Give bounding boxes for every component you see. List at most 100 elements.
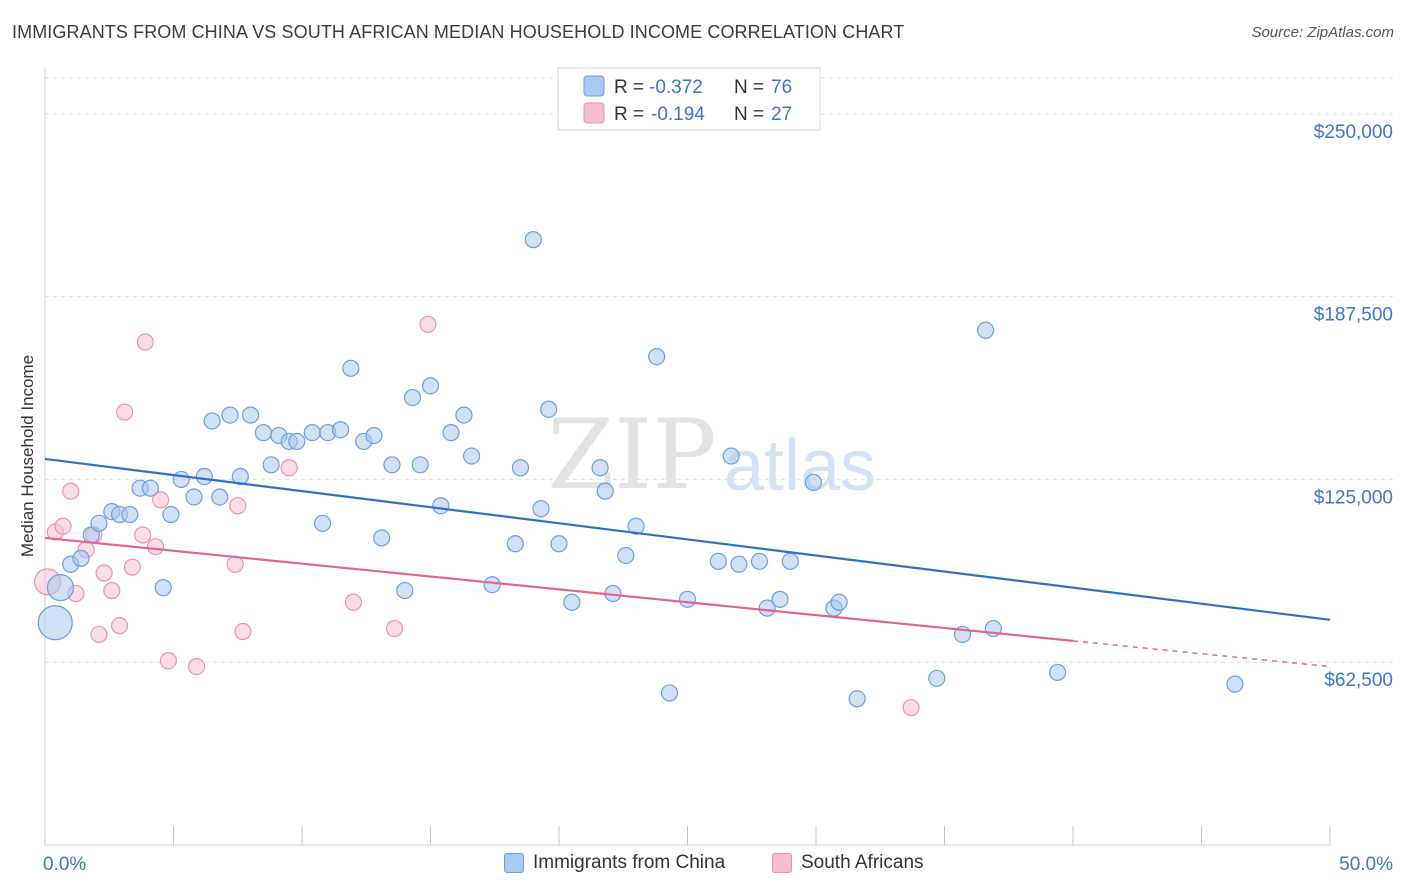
china-point	[37, 605, 73, 641]
south-africans-point	[134, 526, 152, 544]
china-point	[771, 590, 789, 608]
series-immigrants-from-china	[37, 231, 1244, 708]
bottom-legend-swatch-blue	[504, 853, 524, 873]
south-africans-point	[419, 315, 437, 334]
south-africans-point	[902, 698, 920, 717]
south-africans-point	[159, 652, 177, 670]
chart-title: IMMIGRANTS FROM CHINA VS SOUTH AFRICAN M…	[12, 22, 905, 42]
china-point	[288, 432, 306, 451]
china-point	[455, 406, 473, 424]
axes	[44, 68, 1331, 846]
china-point	[396, 581, 414, 600]
south-africans-point	[188, 658, 206, 676]
china-point	[162, 505, 180, 524]
south-africans-point	[234, 622, 252, 641]
trend-south-africans-solid	[44, 536, 1074, 642]
china-point	[242, 406, 260, 424]
china-point	[373, 529, 391, 547]
legend-swatch-blue	[583, 75, 605, 97]
china-point	[185, 488, 203, 506]
china-point	[432, 497, 450, 515]
legend-n-label-2: N =	[734, 104, 764, 125]
china-point	[172, 470, 190, 489]
china-point	[591, 459, 609, 477]
south-africans-point	[123, 558, 141, 576]
china-point	[411, 456, 429, 474]
china-point	[365, 426, 383, 445]
south-africans-point	[62, 482, 80, 500]
china-point	[463, 447, 481, 465]
south-africans-point	[103, 581, 121, 600]
legend-n-label-1: N =	[734, 77, 764, 98]
south-africans-point	[344, 593, 362, 611]
china-point	[928, 669, 946, 687]
china-point	[532, 500, 550, 518]
china-point	[154, 579, 172, 597]
x-tick-label-min: 0.0%	[43, 854, 86, 875]
y-axis-label: Median Household Income	[18, 354, 37, 558]
source-label: Source: ZipAtlas.com	[1251, 24, 1394, 41]
legend-r-label-2: R =	[614, 104, 644, 125]
china-point	[848, 690, 866, 708]
china-point	[524, 231, 542, 249]
legend-n-value-1: 76	[771, 77, 792, 98]
legend-r-value-2: -0.194	[651, 104, 705, 125]
south-africans-point	[54, 517, 72, 535]
trend-china-solid	[44, 457, 1331, 621]
china-point	[313, 514, 332, 532]
china-point	[804, 473, 823, 491]
china-point	[781, 552, 799, 570]
south-africans-point	[385, 619, 404, 638]
china-point	[1226, 675, 1244, 693]
watermark: ZIP atlas	[547, 399, 876, 511]
bottom-legend-item-china: Immigrants from China	[504, 852, 725, 874]
china-point	[195, 467, 213, 486]
china-point	[1048, 663, 1067, 682]
legend-swatch-pink	[583, 102, 605, 124]
china-point	[72, 549, 90, 567]
china-point	[442, 424, 460, 442]
bottom-legend-item-south-africans: South Africans	[772, 852, 924, 874]
legend: R = -0.372 N = 76 R = -0.194 N = 27	[557, 67, 821, 131]
legend-r-value-1: -0.372	[649, 77, 703, 98]
south-africans-point	[136, 333, 154, 351]
china-point	[254, 424, 273, 442]
south-africans-point	[280, 459, 298, 477]
china-point	[563, 593, 581, 611]
china-point	[211, 488, 229, 506]
china-point	[121, 505, 139, 524]
china-point	[506, 535, 524, 553]
china-point	[678, 590, 697, 608]
china-point	[730, 555, 748, 573]
china-point	[383, 456, 401, 474]
china-point	[511, 459, 530, 477]
china-point	[303, 424, 321, 442]
china-point	[203, 412, 221, 430]
south-africans-point	[116, 403, 134, 421]
y-tick-label-3: $250,000	[1314, 122, 1393, 143]
watermark-atlas: atlas	[724, 426, 876, 506]
china-point	[830, 593, 848, 611]
legend-r-label-1: R =	[614, 77, 644, 98]
south-africans-point	[110, 617, 129, 635]
china-point	[617, 546, 635, 565]
china-point	[342, 359, 360, 377]
south-africans-point	[226, 555, 244, 573]
china-point	[221, 406, 239, 424]
tick-labels: $62,500 $125,000 $187,500 $250,000 0.0% 50.0%	[43, 122, 1393, 875]
legend-n-value-2: 27	[771, 104, 792, 125]
china-point	[709, 552, 727, 570]
china-point	[596, 482, 614, 500]
south-africans-point	[229, 497, 247, 515]
china-point	[722, 447, 740, 465]
china-point	[46, 574, 75, 602]
watermark-zip: ZIP	[547, 399, 716, 511]
china-point	[421, 377, 440, 395]
china-point	[977, 321, 995, 339]
china-point	[403, 388, 422, 407]
y-tick-label-1: $125,000	[1314, 487, 1393, 508]
bottom-legend-swatch-pink	[772, 853, 792, 873]
y-tick-label-2: $187,500	[1314, 305, 1393, 326]
bottom-legend-label-china: Immigrants from China	[533, 852, 726, 873]
